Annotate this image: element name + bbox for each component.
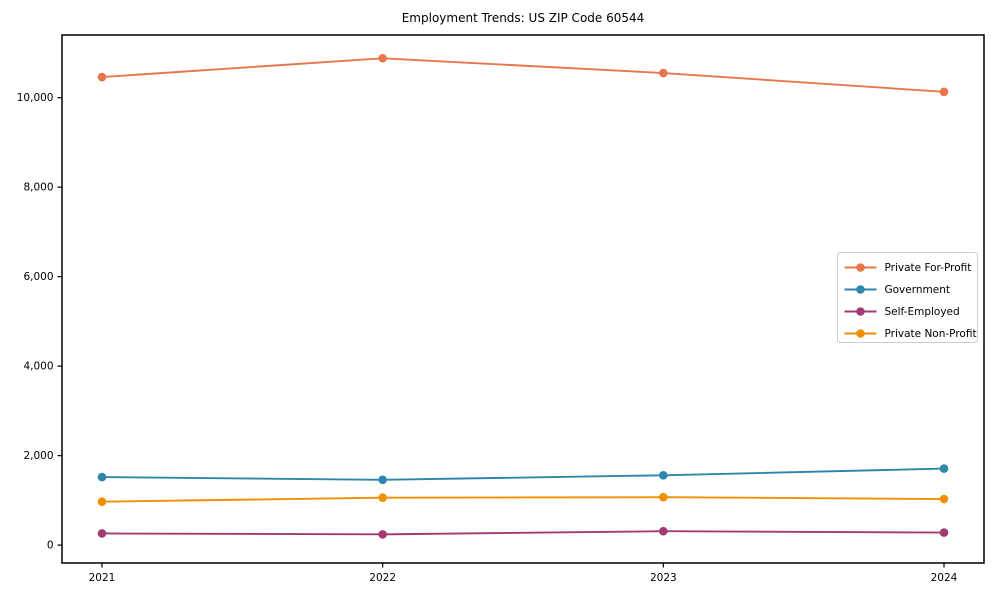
legend: Private For-Profit Government Self-Employe… <box>837 252 978 343</box>
x-tick-label: 2023 <box>650 572 677 584</box>
data-point-government-2021 <box>97 472 107 482</box>
legend-box <box>837 252 978 343</box>
legend-label: Government <box>885 284 950 296</box>
legend-label: Private For-Profit <box>885 262 972 274</box>
y-tick-label: 2,000 <box>23 450 53 462</box>
x-tick-label: 2022 <box>369 572 396 584</box>
plot-frame <box>61 34 985 564</box>
legend-marker <box>856 329 865 338</box>
y-tick-label: 8,000 <box>23 182 53 194</box>
data-point-private-for-profit-2021 <box>97 72 107 82</box>
data-point-private-non-profit-2021 <box>97 497 107 506</box>
data-point-government-2023 <box>659 470 668 480</box>
series-layer <box>97 53 949 539</box>
x-tick-label: 2024 <box>931 572 958 584</box>
data-point-self-employed-2022 <box>378 530 387 539</box>
series-line-private-for-profit <box>101 57 945 93</box>
x-tick-label: 2021 <box>89 572 116 584</box>
legend-marker <box>856 263 865 272</box>
data-point-private-for-profit-2022 <box>378 53 387 63</box>
legend-marker <box>856 285 865 294</box>
data-point-self-employed-2023 <box>659 526 668 536</box>
data-point-private-non-profit-2024 <box>939 494 949 504</box>
legend-label: Private Non-Profit <box>885 328 977 340</box>
series-line-private-non-profit <box>101 496 945 503</box>
series-line-government <box>101 467 945 481</box>
chart-title: Employment Trends: US ZIP Code 60544 <box>402 11 645 25</box>
data-point-government-2024 <box>939 464 949 473</box>
axes-layer: 0 2,000 4,000 6,000 8,000 10,000 2021 2022 2023 2… <box>17 92 958 584</box>
legend-marker <box>856 307 865 316</box>
y-tick-label: 10,000 <box>17 92 54 104</box>
y-tick-label: 4,000 <box>23 361 53 373</box>
data-point-government-2022 <box>378 475 387 485</box>
y-tick-label: 6,000 <box>23 271 53 283</box>
data-point-private-for-profit-2023 <box>659 68 668 78</box>
data-point-self-employed-2021 <box>97 529 107 538</box>
data-point-private-for-profit-2024 <box>939 87 949 97</box>
y-tick-label: 0 <box>47 540 54 552</box>
data-point-self-employed-2024 <box>939 528 949 537</box>
data-point-private-non-profit-2023 <box>659 492 668 502</box>
data-point-private-non-profit-2022 <box>378 493 387 502</box>
legend-label: Self-Employed <box>885 306 960 318</box>
series-line-self-employed <box>101 530 945 536</box>
